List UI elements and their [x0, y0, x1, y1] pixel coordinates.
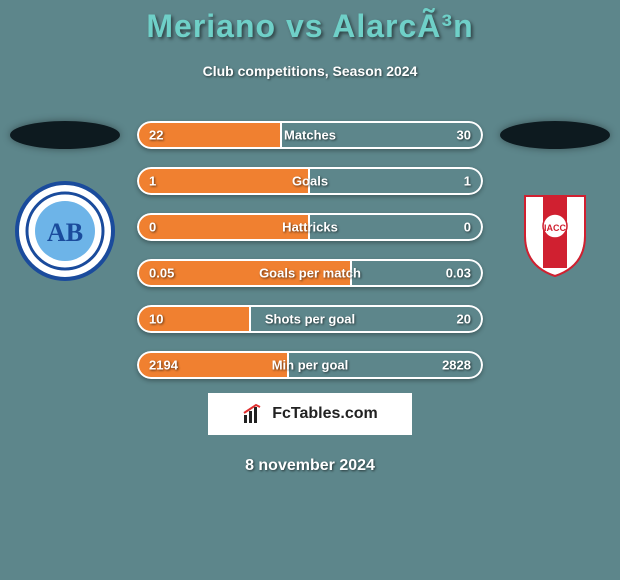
- stat-rows: Matches 22 30 Goals 1 1 Hattricks 0 0 Goals per m…: [137, 121, 483, 379]
- stats-area: AB Matches 22 30 Goals 1 1 Hattricks 0 0 Goals pe…: [0, 121, 620, 379]
- left-team-column: AB: [5, 121, 125, 281]
- left-shadow-ellipse: [10, 121, 120, 149]
- stat-label: Shots per goal: [265, 312, 355, 327]
- stat-value-left: 1: [149, 174, 156, 189]
- stat-row: Goals 1 1: [137, 167, 483, 195]
- stat-value-right: 0.03: [446, 266, 471, 281]
- stat-value-right: 1: [464, 174, 471, 189]
- stat-row: Shots per goal 10 20: [137, 305, 483, 333]
- stat-value-left: 10: [149, 312, 163, 327]
- stat-label: Min per goal: [272, 358, 349, 373]
- right-team-column: IACC: [495, 121, 615, 281]
- subtitle: Club competitions, Season 2024: [203, 63, 418, 79]
- belgrano-crest-icon: AB: [15, 181, 115, 281]
- stat-value-right: 20: [457, 312, 471, 327]
- right-team-crest: IACC: [505, 181, 605, 281]
- stat-value-right: 2828: [442, 358, 471, 373]
- stat-row: Hattricks 0 0: [137, 213, 483, 241]
- stat-value-right: 30: [457, 128, 471, 143]
- page-title: Meriano vs AlarcÃ³n: [146, 8, 473, 45]
- comparison-card: Meriano vs AlarcÃ³n Club competitions, S…: [0, 0, 620, 580]
- stat-row: Goals per match 0.05 0.03: [137, 259, 483, 287]
- stat-row: Min per goal 2194 2828: [137, 351, 483, 379]
- stat-label: Goals per match: [259, 266, 361, 281]
- attribution-badge: FcTables.com: [208, 393, 412, 435]
- stat-fill-right: [310, 167, 483, 195]
- svg-text:IACC: IACC: [544, 223, 566, 233]
- stat-value-left: 0.05: [149, 266, 174, 281]
- instituto-crest-icon: IACC: [505, 181, 605, 281]
- stat-label: Goals: [292, 174, 328, 189]
- stat-value-left: 0: [149, 220, 156, 235]
- chart-icon: [242, 403, 264, 425]
- svg-text:AB: AB: [47, 218, 83, 247]
- stat-row: Matches 22 30: [137, 121, 483, 149]
- stat-fill-left: [137, 167, 310, 195]
- date-label: 8 november 2024: [245, 457, 375, 475]
- attribution-text: FcTables.com: [272, 405, 378, 423]
- stat-value-right: 0: [464, 220, 471, 235]
- stat-label: Hattricks: [282, 220, 338, 235]
- stat-value-left: 2194: [149, 358, 178, 373]
- right-shadow-ellipse: [500, 121, 610, 149]
- stat-value-left: 22: [149, 128, 163, 143]
- left-team-crest: AB: [15, 181, 115, 281]
- stat-label: Matches: [284, 128, 336, 143]
